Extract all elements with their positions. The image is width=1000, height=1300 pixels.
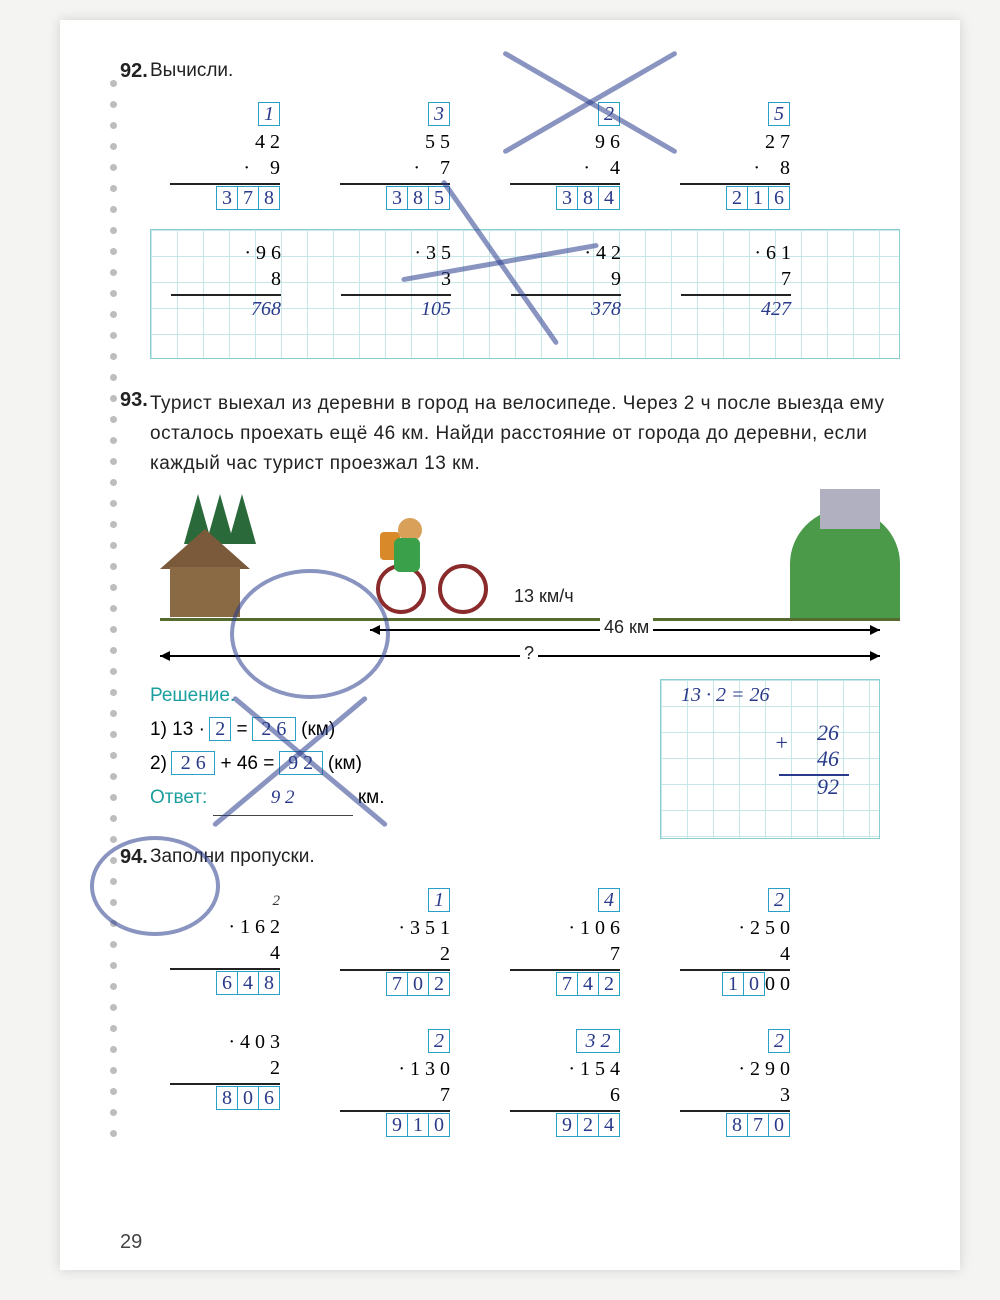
problem-number: 93. [120, 389, 148, 412]
margin-dots [110, 80, 118, 1151]
pen-circle [90, 836, 220, 936]
problem-93: 93. Турист выехал из деревни в город на … [150, 389, 900, 816]
city-icon [790, 509, 900, 619]
problem-94: 94. Заполни пропуски. 2· 1 6 24648 1· 3 … [150, 846, 900, 1146]
page-number: 29 [120, 1231, 142, 1254]
mult-row-1: 14 2· 9378 35 5· 7385 29 6· 4384 52 7· 8… [150, 94, 900, 219]
problem-title: Заполни пропуски. [150, 846, 900, 868]
cyclist-icon [370, 564, 494, 619]
side-calculation: 13 · 2 = 26 + 26 46 92 [660, 679, 880, 839]
problem-92: 92. Вычисли. 14 2· 9378 35 5· 7385 29 6·… [150, 60, 900, 359]
pen-circle [230, 569, 390, 699]
problem-text: Турист выехал из деревни в город на вело… [150, 389, 900, 479]
problem-number: 92. [120, 60, 148, 83]
